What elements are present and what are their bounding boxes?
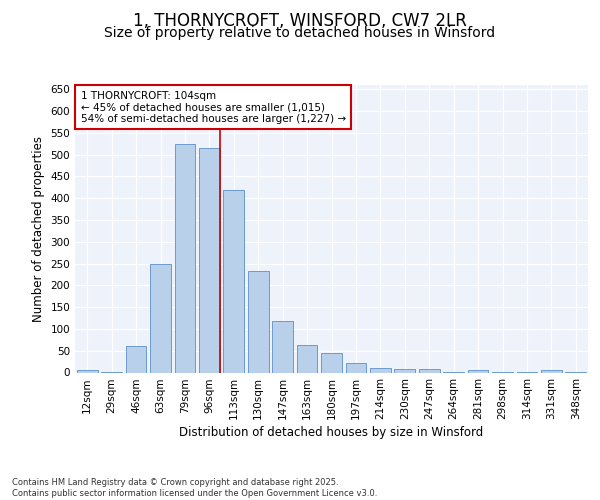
Bar [248, 272, 269, 372]
Bar [199, 148, 220, 372]
Bar [125, 346, 146, 372]
Text: 1, THORNYCROFT, WINSFORD, CW7 2LR: 1, THORNYCROFT, WINSFORD, CW7 2LR [133, 12, 467, 30]
Bar [77, 370, 98, 372]
X-axis label: Distribution of detached houses by size in Winsford: Distribution of detached houses by size … [179, 426, 484, 440]
Y-axis label: Number of detached properties: Number of detached properties [32, 136, 45, 322]
Bar [394, 368, 415, 372]
Bar [346, 363, 367, 372]
Text: 1 THORNYCROFT: 104sqm
← 45% of detached houses are smaller (1,015)
54% of semi-d: 1 THORNYCROFT: 104sqm ← 45% of detached … [80, 90, 346, 124]
Text: Size of property relative to detached houses in Winsford: Size of property relative to detached ho… [104, 26, 496, 40]
Bar [467, 370, 488, 372]
Bar [296, 346, 317, 372]
Bar [175, 144, 196, 372]
Bar [321, 353, 342, 372]
Bar [272, 321, 293, 372]
Bar [150, 264, 171, 372]
Bar [419, 370, 440, 372]
Bar [541, 370, 562, 372]
Text: Contains HM Land Registry data © Crown copyright and database right 2025.
Contai: Contains HM Land Registry data © Crown c… [12, 478, 377, 498]
Bar [370, 368, 391, 372]
Bar [223, 190, 244, 372]
